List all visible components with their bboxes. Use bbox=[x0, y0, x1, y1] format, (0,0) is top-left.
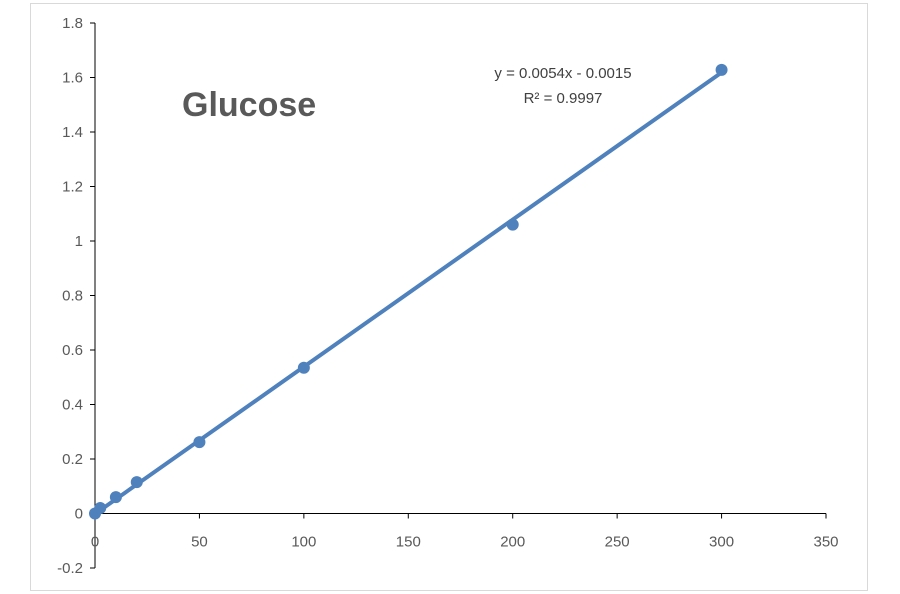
x-tick-label: 0 bbox=[91, 534, 99, 551]
x-tick-label: 50 bbox=[191, 534, 208, 551]
data-point bbox=[193, 436, 206, 449]
chart-frame bbox=[30, 3, 868, 591]
data-point bbox=[506, 218, 519, 231]
x-tick-label: 300 bbox=[709, 534, 734, 551]
y-tick-label: 0.8 bbox=[62, 288, 83, 305]
x-tick-label: 350 bbox=[813, 534, 838, 551]
trendline-equation: y = 0.0054x - 0.0015 bbox=[494, 65, 631, 82]
y-tick-label: 0.4 bbox=[62, 397, 83, 414]
r-squared-label: R² = 0.9997 bbox=[524, 90, 603, 107]
x-tick-label: 100 bbox=[291, 534, 316, 551]
y-tick-label: 1.4 bbox=[62, 124, 83, 141]
y-tick-label: 1.2 bbox=[62, 179, 83, 196]
y-tick-label: 1 bbox=[75, 233, 83, 250]
y-tick-label: 1.8 bbox=[62, 15, 83, 32]
trendline-group bbox=[93, 70, 724, 516]
x-axis-ticks: 0 50 100 150 200 250 300 350 bbox=[91, 513, 839, 551]
trendline bbox=[93, 70, 724, 516]
x-tick-label: 150 bbox=[396, 534, 421, 551]
data-point bbox=[94, 502, 107, 515]
data-point bbox=[109, 491, 122, 504]
data-point bbox=[297, 361, 310, 374]
y-tick-label: 0 bbox=[75, 506, 83, 523]
x-tick-label: 250 bbox=[605, 534, 630, 551]
data-points bbox=[89, 63, 728, 520]
chart-title: Glucose bbox=[182, 86, 316, 124]
y-tick-label: 0.2 bbox=[62, 451, 83, 468]
data-point bbox=[130, 476, 143, 489]
y-tick-label: -0.2 bbox=[57, 560, 83, 577]
data-point bbox=[715, 63, 728, 76]
x-tick-label: 200 bbox=[500, 534, 525, 551]
y-tick-label: 0.6 bbox=[62, 342, 83, 359]
y-axis-ticks: -0.2 0 0.2 0.4 0.6 0.8 1 1.2 1.4 1.6 1.8 bbox=[57, 15, 95, 577]
y-tick-label: 1.6 bbox=[62, 70, 83, 87]
